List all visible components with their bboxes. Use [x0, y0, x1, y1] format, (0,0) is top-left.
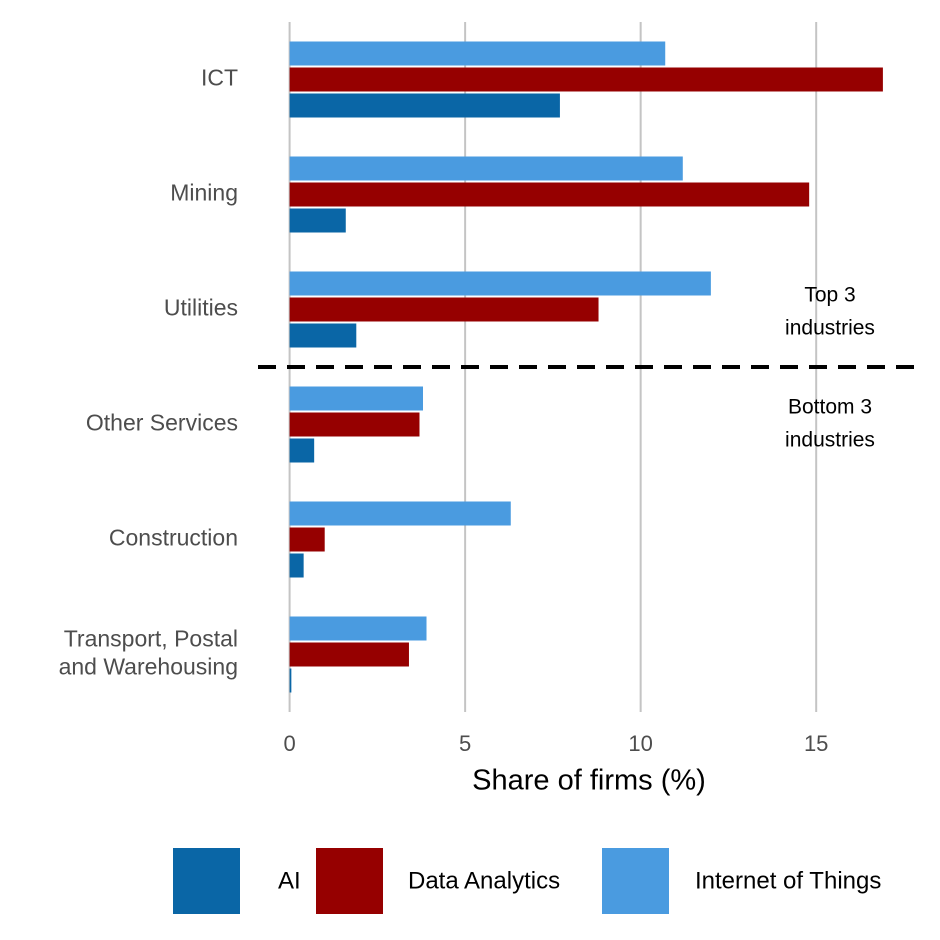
bar — [289, 93, 560, 118]
bar — [289, 642, 409, 667]
legend-label: Data Analytics — [408, 867, 560, 894]
annotation: Top 3 — [804, 284, 855, 307]
x-axis-title: Share of firms (%) — [472, 765, 706, 797]
bar — [289, 386, 423, 411]
legend-swatch — [173, 848, 240, 914]
bar — [289, 553, 304, 578]
y-tick-label: Transport, Postal and Warehousing — [59, 626, 238, 680]
y-tick-label: Construction — [109, 525, 238, 551]
legend-label: AI — [278, 867, 301, 894]
y-tick-label: Other Services — [86, 410, 238, 436]
annotation: Bottom 3 — [788, 396, 872, 419]
y-tick-label: ICT — [201, 65, 238, 91]
annotation: industries — [785, 429, 875, 452]
bar — [289, 438, 315, 463]
bar — [289, 271, 711, 296]
bar — [289, 156, 683, 181]
x-tick-label: 15 — [804, 731, 828, 756]
bar — [289, 668, 292, 693]
x-tick-label: 10 — [628, 731, 652, 756]
legend-swatch — [602, 848, 669, 914]
bar — [289, 501, 511, 526]
bar — [289, 67, 883, 92]
legend-swatch — [316, 848, 383, 914]
annotation: industries — [785, 317, 875, 340]
y-tick-label: Utilities — [164, 295, 238, 321]
bar — [289, 527, 325, 552]
bar — [289, 208, 346, 233]
legend-label: Internet of Things — [695, 867, 881, 894]
bar — [289, 182, 810, 207]
bar — [289, 412, 420, 437]
bar — [289, 616, 427, 641]
x-tick-label: 0 — [283, 731, 295, 756]
bar — [289, 323, 357, 348]
x-tick-label: 5 — [459, 731, 471, 756]
bar — [289, 297, 599, 322]
bar — [289, 41, 666, 66]
y-tick-label: Mining — [170, 180, 238, 206]
